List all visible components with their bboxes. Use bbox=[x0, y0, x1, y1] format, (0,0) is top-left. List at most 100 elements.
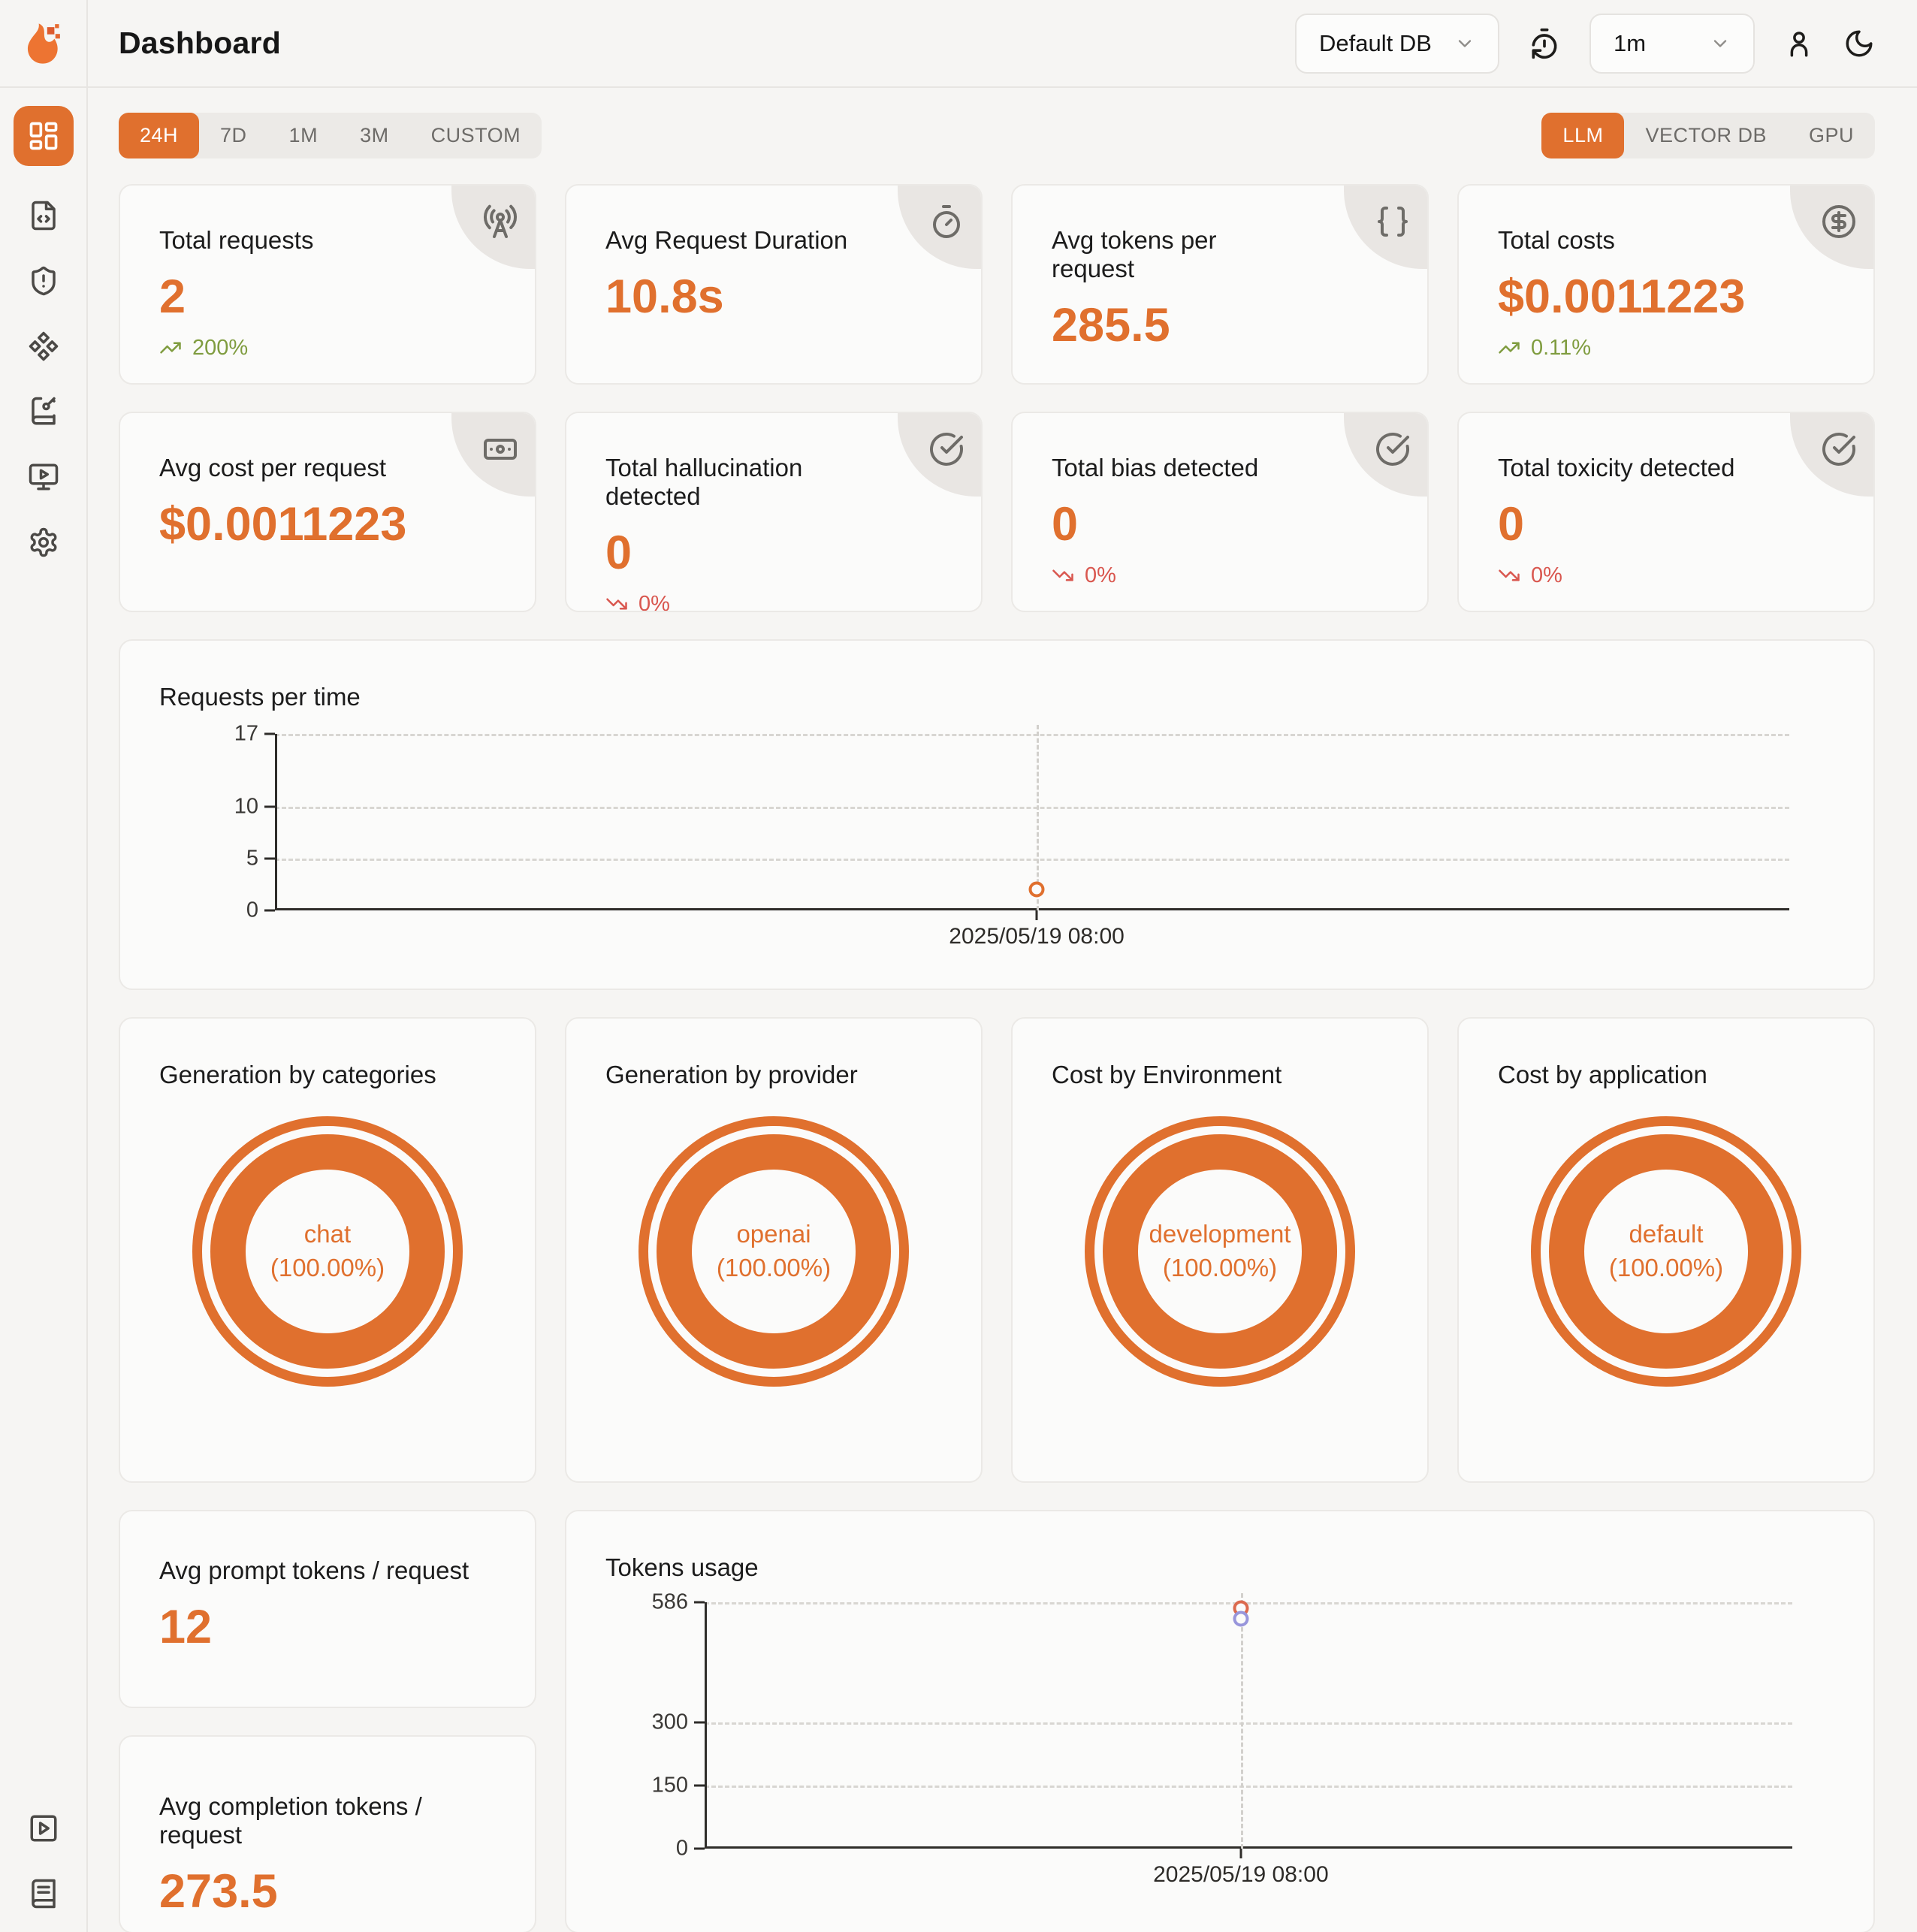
flame-logo-icon bbox=[27, 23, 60, 64]
donut-card-categories: Generation by categories chat (100.00%) bbox=[119, 1017, 536, 1483]
chevron-down-icon bbox=[1713, 39, 1727, 47]
settings-icon bbox=[30, 527, 56, 557]
sidebar-item-prompts[interactable] bbox=[28, 331, 59, 362]
stat-value: 2 bbox=[159, 270, 186, 323]
stat-card-prompt-tokens: Avg prompt tokens / request 12 bbox=[119, 1510, 536, 1708]
data-point-requests bbox=[1028, 881, 1045, 898]
gridline bbox=[275, 734, 1789, 736]
donut-center-label: default (100.00%) bbox=[1608, 1220, 1724, 1281]
circle-dollar-icon bbox=[1822, 204, 1855, 238]
y-tick-label: 0 bbox=[675, 1836, 688, 1861]
tab-vector-db[interactable]: VECTOR DB bbox=[1624, 113, 1788, 158]
sidebar-item-dashboard[interactable] bbox=[13, 106, 74, 166]
y-tick-label: 10 bbox=[234, 794, 258, 819]
tokens-usage-chart-card: Tokens usage 586 300 150 0 bbox=[565, 1510, 1875, 1932]
stat-card-bias: Total bias detected 0 0% bbox=[1011, 412, 1429, 612]
stat-value: 0 bbox=[605, 526, 632, 579]
stat-value: 0 bbox=[1052, 497, 1079, 551]
sidebar-item-getting-started[interactable] bbox=[28, 1813, 59, 1844]
tab-1m[interactable]: 1M bbox=[268, 113, 340, 158]
user-button[interactable] bbox=[1783, 28, 1815, 59]
x-tick-label: 2025/05/19 08:00 bbox=[949, 924, 1125, 949]
stat-label: Total hallucination detected bbox=[605, 454, 803, 510]
tab-custom[interactable]: CUSTOM bbox=[410, 113, 542, 158]
circle-check-icon bbox=[929, 432, 963, 466]
stat-value: 285.5 bbox=[1052, 298, 1170, 352]
refresh-interval-button[interactable] bbox=[1528, 27, 1561, 60]
stat-label: Avg tokens per request bbox=[1052, 226, 1217, 282]
tab-24h[interactable]: 24H bbox=[119, 113, 200, 158]
requests-chart-card: Requests per time 17 10 5 0 2025/05/19 0… bbox=[119, 639, 1875, 990]
stat-label: Total toxicity detected bbox=[1498, 454, 1735, 481]
card-corner bbox=[1344, 413, 1427, 497]
stat-value: 12 bbox=[159, 1600, 213, 1653]
tab-7d[interactable]: 7D bbox=[199, 113, 268, 158]
trending-down-icon bbox=[1052, 569, 1073, 581]
sidebar-item-requests[interactable] bbox=[28, 200, 59, 231]
stat-label: Total bias detected bbox=[1052, 454, 1259, 481]
x-axis bbox=[275, 908, 1789, 910]
timer-reset-icon bbox=[1532, 28, 1557, 59]
stat-value: 273.5 bbox=[159, 1864, 278, 1918]
sidebar-item-vault[interactable] bbox=[28, 396, 59, 427]
page-title: Dashboard bbox=[119, 26, 281, 60]
shield-alert-icon bbox=[31, 266, 56, 296]
gridline bbox=[705, 1722, 1792, 1725]
card-corner bbox=[451, 186, 535, 269]
stat-card-avg-cost: Avg cost per request $0.0011223 bbox=[119, 412, 536, 612]
trending-down-icon bbox=[1499, 569, 1520, 581]
tab-3m[interactable]: 3M bbox=[339, 113, 410, 158]
square-play-icon bbox=[30, 1815, 56, 1842]
sidebar-item-documentation[interactable] bbox=[28, 1878, 59, 1909]
header-controls: Default DB 1m bbox=[1295, 13, 1875, 74]
main-content: 24H 7D 1M 3M CUSTOM LLM VECTOR DB GPU T bbox=[88, 88, 1917, 1932]
book-key-icon bbox=[31, 397, 56, 425]
braces-icon bbox=[1377, 206, 1408, 237]
tab-llm[interactable]: LLM bbox=[1541, 113, 1625, 158]
stat-value: $0.0011223 bbox=[1498, 270, 1746, 323]
donut-card-provider: Generation by provider openai (100.00%) bbox=[565, 1017, 983, 1483]
gridline bbox=[705, 1602, 1792, 1604]
stat-label: Total costs bbox=[1498, 226, 1615, 254]
sidebar-item-exceptions[interactable] bbox=[28, 265, 59, 297]
sidebar-item-openground[interactable] bbox=[28, 461, 59, 493]
stat-row-1: Total requests 2 200% Avg Request Durati… bbox=[119, 184, 1875, 385]
stat-card-total-requests: Total requests 2 200% bbox=[119, 184, 536, 385]
book-text-icon bbox=[31, 1879, 56, 1909]
tab-gpu[interactable]: GPU bbox=[1788, 113, 1875, 158]
timer-icon bbox=[932, 204, 960, 238]
header: Dashboard Default DB 1m bbox=[88, 0, 1917, 88]
interval-select-value: 1m bbox=[1614, 29, 1647, 56]
sidebar-item-settings[interactable] bbox=[28, 527, 59, 558]
x-axis bbox=[705, 1846, 1792, 1849]
donut-row: Generation by categories chat (100.00%) … bbox=[119, 1017, 1875, 1483]
y-tick-label: 150 bbox=[651, 1773, 688, 1798]
card-corner bbox=[898, 413, 981, 497]
database-select[interactable]: Default DB bbox=[1295, 13, 1499, 74]
stat-label: Total requests bbox=[159, 226, 314, 254]
circle-check-icon bbox=[1822, 432, 1855, 466]
chart-title: Tokens usage bbox=[605, 1553, 759, 1581]
card-corner bbox=[1790, 413, 1873, 497]
chart-title: Generation by categories bbox=[159, 1061, 436, 1088]
trending-up-icon bbox=[1499, 342, 1520, 354]
stat-delta: 200% bbox=[159, 336, 407, 361]
stat-row-2: Avg cost per request $0.0011223 Total ha… bbox=[119, 412, 1875, 612]
layout-dashboard-icon bbox=[29, 122, 57, 150]
toolbar: 24H 7D 1M 3M CUSTOM LLM VECTOR DB GPU bbox=[119, 113, 1875, 158]
chart-title: Generation by provider bbox=[605, 1061, 858, 1088]
radio-tower-icon bbox=[483, 204, 517, 238]
time-range-tabs: 24H 7D 1M 3M CUSTOM bbox=[119, 113, 542, 158]
y-axis bbox=[705, 1602, 707, 1849]
stat-delta: 0.11% bbox=[1498, 336, 1746, 361]
y-tick-label: 0 bbox=[246, 898, 258, 922]
y-tick-label: 586 bbox=[651, 1589, 688, 1614]
stat-label: Avg cost per request bbox=[159, 454, 387, 481]
stat-card-total-costs: Total costs $0.0011223 0.11% bbox=[1457, 184, 1875, 385]
dark-mode-toggle[interactable] bbox=[1843, 28, 1875, 59]
interval-select[interactable]: 1m bbox=[1589, 13, 1755, 74]
card-corner bbox=[1344, 186, 1427, 269]
database-select-value: Default DB bbox=[1319, 29, 1432, 56]
stat-card-avg-tokens: Avg tokens per request 285.5 bbox=[1011, 184, 1429, 385]
